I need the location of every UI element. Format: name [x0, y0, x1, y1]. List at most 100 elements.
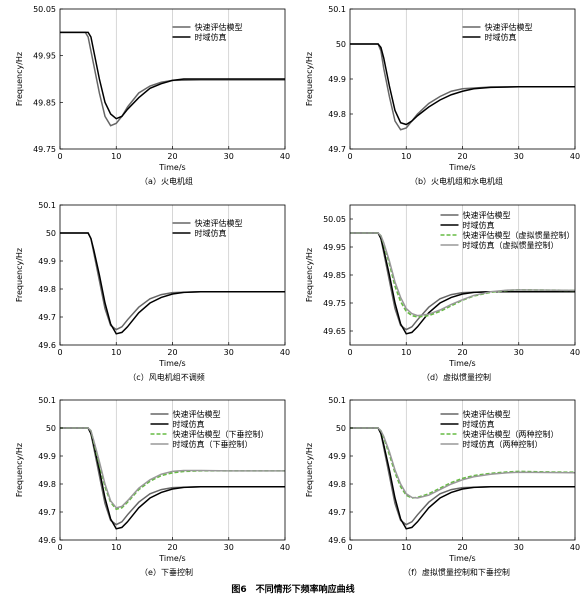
- legend-label: 时域仿真（下垂控制）: [173, 439, 253, 449]
- panel-caption: （f）虚拟惯量控制和下垂控制: [403, 567, 510, 577]
- x-tick-label: 30: [224, 152, 234, 161]
- x-tick-label: 20: [167, 152, 177, 161]
- series-line-2: [60, 232, 285, 335]
- y-tick-label: 50: [336, 424, 346, 433]
- y-tick-label: 49.8: [38, 480, 56, 489]
- x-tick-label: 30: [514, 152, 524, 161]
- y-tick-label: 49.9: [38, 452, 56, 461]
- x-tick-label: 10: [111, 348, 121, 357]
- legend-label: 快速评估模型: [463, 210, 511, 220]
- chart-panel-6: 0 10 20 30 40 49.6 49.7 49.8 49.9 50 50.1 Time/s Fre…: [305, 396, 580, 577]
- chart-panel-3: 0 10 20 30 40 49.6 49.7 49.8 49.9 50 50.1 Time/s Fre…: [15, 201, 290, 382]
- legend-label: 时域仿真: [173, 419, 205, 429]
- y-tick-label: 50.1: [38, 396, 56, 405]
- y-tick-label: 50.05: [323, 215, 346, 224]
- x-tick-label: 0: [347, 348, 352, 357]
- panel-caption: （b）火电机组和水电机组: [410, 176, 503, 186]
- x-axis-label: Time/s: [158, 554, 185, 563]
- x-tick-label: 20: [457, 348, 467, 357]
- x-tick-label: 30: [514, 348, 524, 357]
- legend-label: 时域仿真（两种控制）: [463, 439, 543, 449]
- x-tick-label: 30: [514, 543, 524, 552]
- x-tick-label: 20: [457, 152, 467, 161]
- y-tick-label: 49.6: [328, 536, 346, 545]
- legend-label: 快速评估模型: [463, 409, 511, 419]
- y-axis-label: Frequency/Hz: [15, 443, 24, 497]
- legend-label: 时域仿真: [195, 228, 227, 238]
- series-line-4: [350, 427, 576, 499]
- x-tick-label: 10: [401, 152, 411, 161]
- panel-caption: （e）下垂控制: [140, 567, 193, 577]
- series-line-2: [350, 43, 575, 126]
- y-tick-label: 49.95: [33, 52, 56, 61]
- x-tick-label: 0: [347, 543, 352, 552]
- x-tick-label: 0: [347, 152, 352, 161]
- x-tick-label: 20: [457, 543, 467, 552]
- x-tick-label: 40: [280, 543, 290, 552]
- y-tick-label: 50: [46, 424, 56, 433]
- y-tick-label: 49.8: [38, 285, 56, 294]
- y-tick-label: 50.1: [328, 5, 346, 14]
- y-tick-label: 49.85: [33, 98, 56, 107]
- panels: 0 10 20 30 40 49.75 49.85 49.95 50.05 Time/s Frequ…: [15, 5, 580, 577]
- y-axis-label: Frequency/Hz: [305, 52, 314, 106]
- x-axis-label: Time/s: [448, 163, 475, 172]
- legend-label: 快速评估模型: [485, 22, 533, 32]
- y-axis-label: Frequency/Hz: [15, 248, 24, 302]
- panel-caption: （c）风电机组不调频: [128, 372, 204, 382]
- legend-label: 快速评估模型（虚拟惯量控制）: [463, 230, 575, 240]
- legend-label: 时域仿真: [463, 419, 495, 429]
- x-tick-label: 0: [57, 543, 62, 552]
- x-tick-label: 0: [57, 348, 62, 357]
- y-tick-label: 49.9: [328, 452, 346, 461]
- legend-label: 快速评估模型（两种控制）: [463, 429, 559, 439]
- figure-title: 图6 不同情形下频率响应曲线: [231, 583, 354, 595]
- x-tick-label: 40: [280, 152, 290, 161]
- y-axis-label: Frequency/Hz: [305, 443, 314, 497]
- y-axis-label: Frequency/Hz: [305, 248, 314, 302]
- series-line-2: [60, 31, 285, 120]
- chart-panel-5: 0 10 20 30 40 49.6 49.7 49.8 49.9 50 50.1 Time/s Fre…: [15, 396, 290, 577]
- x-axis-label: Time/s: [448, 554, 475, 563]
- chart-panel-1: 0 10 20 30 40 49.75 49.85 49.95 50.05 Time/s Frequ…: [15, 5, 290, 186]
- x-tick-label: 40: [570, 543, 580, 552]
- y-tick-label: 49.85: [323, 271, 346, 280]
- legend-label: 时域仿真: [195, 32, 227, 42]
- panel-caption: （d）虚拟惯量控制: [422, 372, 491, 382]
- legend-label: 快速评估模型（下垂控制）: [173, 429, 269, 439]
- chart-panel-2: 0 10 20 30 40 49.7 49.8 49.9 50 50.1 Time/s Frequen…: [305, 5, 580, 186]
- y-tick-label: 49.7: [328, 145, 346, 154]
- x-axis-label: Time/s: [158, 359, 185, 368]
- x-axis-label: Time/s: [158, 163, 185, 172]
- y-tick-label: 50.05: [33, 5, 56, 14]
- legend-label: 时域仿真: [463, 220, 495, 230]
- y-tick-label: 49.9: [38, 257, 56, 266]
- chart-panel-4: 0 10 20 30 40 49.65 49.75 49.85 49.95 50.05 Time/s…: [305, 204, 580, 382]
- y-tick-label: 49.6: [38, 341, 56, 350]
- series-line-4: [350, 232, 576, 317]
- y-tick-label: 49.7: [38, 313, 56, 322]
- series-line-2: [350, 232, 575, 335]
- y-tick-label: 49.7: [38, 508, 56, 517]
- y-tick-label: 50: [46, 229, 56, 238]
- x-tick-label: 30: [224, 543, 234, 552]
- x-tick-label: 10: [401, 543, 411, 552]
- y-tick-label: 49.8: [328, 480, 346, 489]
- x-tick-label: 20: [167, 543, 177, 552]
- y-axis-label: Frequency/Hz: [15, 52, 24, 106]
- legend-label: 快速评估模型: [173, 409, 221, 419]
- x-tick-label: 10: [111, 152, 121, 161]
- legend-label: 快速评估模型: [195, 22, 243, 32]
- x-tick-label: 40: [280, 348, 290, 357]
- series-line-2: [350, 427, 575, 530]
- x-tick-label: 10: [401, 348, 411, 357]
- y-tick-label: 50: [336, 40, 346, 49]
- x-axis-label: Time/s: [448, 359, 475, 368]
- y-tick-label: 49.95: [323, 243, 346, 252]
- y-tick-label: 50.1: [328, 396, 346, 405]
- x-tick-label: 40: [570, 348, 580, 357]
- x-tick-label: 30: [224, 348, 234, 357]
- y-tick-label: 49.65: [323, 327, 346, 336]
- legend-label: 时域仿真: [485, 32, 517, 42]
